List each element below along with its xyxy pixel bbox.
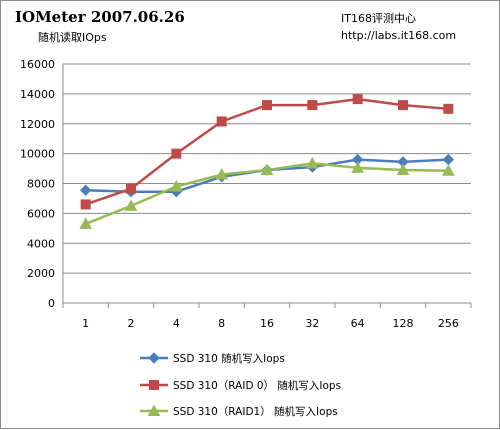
y-tick-label: 8000	[27, 178, 55, 191]
chart-title: IOMeter 2007.06.26	[15, 8, 185, 26]
y-tick-label: 12000	[20, 118, 55, 131]
data-point-series-1	[79, 184, 92, 196]
data-point-series-3	[124, 199, 138, 211]
data-point-series-2	[398, 100, 408, 111]
x-tick-label: 128	[393, 317, 414, 330]
data-point-series-3	[305, 156, 319, 169]
legend-marker-3	[147, 404, 161, 416]
y-tick-label: 4000	[27, 237, 55, 250]
y-tick-label: 14000	[20, 88, 55, 101]
x-tick-label: 16	[260, 317, 274, 330]
x-tick-label: 2	[128, 317, 135, 330]
x-tick-label: 32	[305, 317, 319, 330]
legend-label-1: SSD 310 随机写入Iops	[173, 352, 285, 365]
series-line-2	[85, 97, 449, 206]
data-point-series-2	[171, 148, 182, 159]
y-tick-label: 2000	[27, 267, 55, 280]
data-point-series-2	[352, 94, 363, 105]
data-point-series-3	[441, 164, 455, 176]
y-tick-label: 10000	[20, 148, 55, 161]
data-point-series-3	[351, 161, 365, 173]
data-point-series-3	[260, 163, 274, 176]
chart-subtitle: 随机读取IOps	[38, 31, 107, 44]
y-tick-label: 6000	[27, 207, 55, 220]
data-point-series-1	[442, 153, 455, 166]
legend-marker-2	[149, 380, 159, 390]
x-tick-label: 4	[173, 317, 180, 330]
x-tick-label: 64	[351, 317, 365, 330]
x-tick-label: 8	[218, 317, 225, 330]
site-name: IT168评测中心	[341, 12, 416, 25]
site-url: http://labs.it168.com	[341, 29, 457, 42]
data-point-series-3	[215, 167, 229, 180]
data-point-series-2	[80, 199, 91, 210]
data-point-series-2	[443, 103, 454, 114]
data-point-series-3	[79, 217, 93, 229]
data-point-series-2	[216, 116, 227, 127]
data-point-series-3	[169, 179, 183, 192]
x-tick-label: 1	[82, 317, 89, 330]
data-point-series-2	[307, 100, 318, 111]
data-point-series-2	[262, 100, 272, 111]
data-point-series-2	[126, 183, 136, 194]
legend-label-3: SSD 310（RAID1） 随机写入Iops	[173, 405, 338, 418]
data-point-series-3	[396, 163, 410, 176]
y-tick-label: 16000	[20, 58, 55, 71]
legend-label-2: SSD 310（RAID 0） 随机写入Iops	[173, 379, 341, 392]
y-tick-label: 0	[48, 297, 55, 310]
x-tick-label: 256	[438, 317, 459, 330]
legend-marker-1	[148, 352, 160, 364]
